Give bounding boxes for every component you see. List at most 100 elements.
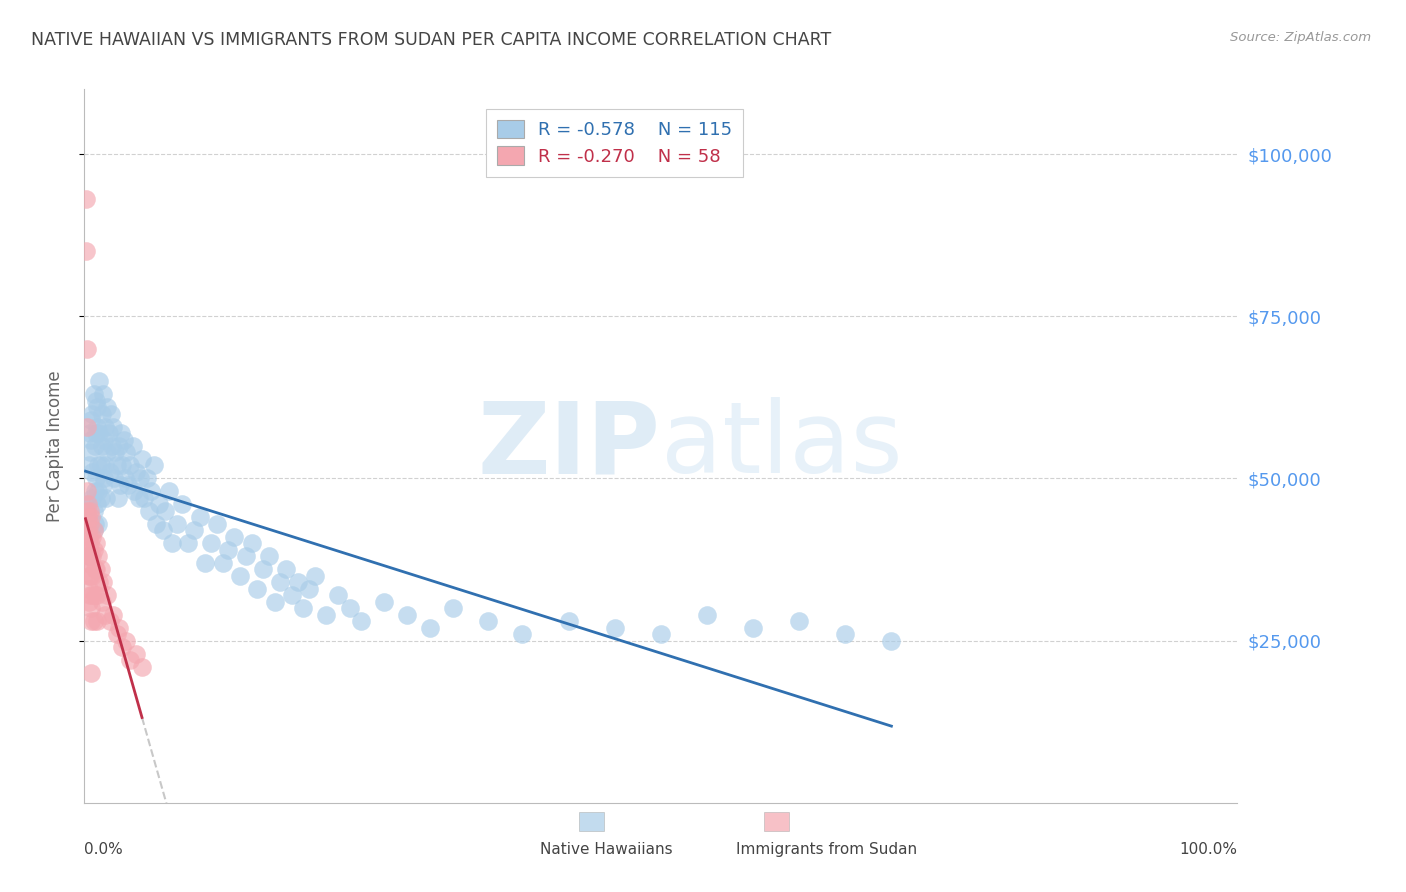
Point — [103, 471, 125, 485]
Point — [83, 484, 105, 499]
Point — [75, 193, 97, 207]
Point — [98, 614, 121, 628]
Point — [94, 607, 117, 622]
Point — [79, 504, 101, 518]
Point — [218, 542, 240, 557]
Point — [86, 400, 108, 414]
Point — [246, 582, 269, 596]
Point — [373, 595, 395, 609]
Text: 0.0%: 0.0% — [84, 842, 124, 857]
Point — [696, 607, 718, 622]
Point — [80, 413, 103, 427]
Point — [111, 640, 134, 654]
Point — [76, 504, 98, 518]
Point — [94, 458, 117, 473]
Point — [172, 497, 194, 511]
Text: NATIVE HAWAIIAN VS IMMIGRANTS FROM SUDAN PER CAPITA INCOME CORRELATION CHART: NATIVE HAWAIIAN VS IMMIGRANTS FROM SUDAN… — [31, 31, 831, 49]
Point — [122, 484, 145, 499]
Point — [834, 627, 856, 641]
Point — [512, 627, 534, 641]
Point — [89, 562, 111, 576]
Point — [396, 607, 419, 622]
Point — [76, 510, 98, 524]
Point — [83, 504, 105, 518]
Point — [326, 588, 349, 602]
Point — [742, 621, 765, 635]
Point — [79, 516, 101, 531]
Point — [157, 484, 180, 499]
Point — [183, 524, 205, 538]
Point — [96, 491, 118, 505]
Point — [90, 439, 112, 453]
Point — [120, 653, 142, 667]
Point — [79, 536, 101, 550]
Point — [281, 588, 304, 602]
Point — [77, 556, 100, 570]
Point — [75, 244, 97, 259]
Point — [96, 588, 118, 602]
Point — [86, 588, 108, 602]
Point — [117, 478, 139, 492]
Point — [77, 530, 100, 544]
Point — [86, 614, 108, 628]
Point — [77, 568, 100, 582]
Point — [90, 407, 112, 421]
Point — [557, 614, 579, 628]
Point — [93, 471, 115, 485]
Point — [107, 491, 129, 505]
Point — [76, 556, 98, 570]
Point — [76, 497, 98, 511]
Point — [84, 425, 107, 440]
Point — [90, 595, 112, 609]
Point — [91, 575, 114, 590]
Point — [83, 387, 105, 401]
Point — [86, 497, 108, 511]
Point — [77, 595, 100, 609]
Point — [135, 471, 157, 485]
Point — [787, 614, 810, 628]
Y-axis label: Per Capita Income: Per Capita Income — [45, 370, 63, 522]
Point — [235, 549, 257, 564]
Point — [287, 575, 309, 590]
Point — [115, 445, 138, 459]
Point — [125, 465, 148, 479]
Point — [79, 425, 101, 440]
Point — [79, 568, 101, 582]
Point — [82, 588, 104, 602]
Point — [131, 659, 153, 673]
Point — [194, 556, 217, 570]
Point — [257, 549, 280, 564]
Point — [304, 568, 326, 582]
Point — [100, 407, 122, 421]
Point — [84, 562, 107, 576]
Point — [315, 607, 337, 622]
Point — [89, 425, 111, 440]
Point — [131, 452, 153, 467]
Point — [269, 575, 291, 590]
Point — [224, 530, 246, 544]
Point — [82, 465, 104, 479]
Point — [121, 439, 143, 453]
Point — [87, 516, 110, 531]
Point — [97, 425, 120, 440]
Point — [211, 556, 233, 570]
Point — [83, 439, 105, 453]
Point — [128, 491, 150, 505]
Point — [298, 582, 321, 596]
Point — [441, 601, 464, 615]
Point — [91, 478, 114, 492]
Point — [477, 614, 499, 628]
Point — [76, 549, 98, 564]
Point — [76, 342, 98, 356]
Point — [105, 627, 128, 641]
Point — [82, 407, 104, 421]
Point — [252, 562, 274, 576]
Point — [83, 524, 105, 538]
Point — [80, 433, 103, 447]
Point — [160, 536, 183, 550]
Point — [103, 607, 124, 622]
Point — [84, 471, 107, 485]
Point — [80, 601, 103, 615]
Point — [152, 524, 174, 538]
Point — [276, 562, 298, 576]
